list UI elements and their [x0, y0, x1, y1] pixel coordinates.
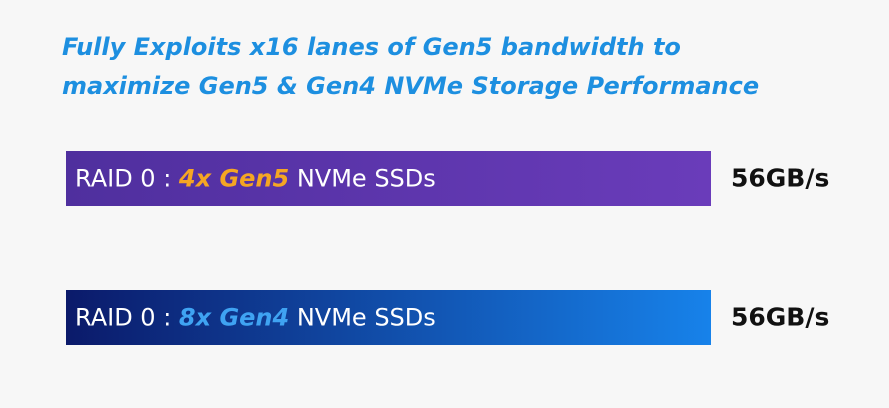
chart-title: Fully Exploits x16 lanes of Gen5 bandwid…: [62, 33, 681, 61]
category-label: RAID 0 : 8x Gen4 NVMe SSDs: [75, 304, 436, 332]
category-label: RAID 0 : 4x Gen5 NVMe SSDs: [75, 165, 436, 193]
value-label: 56GB/s: [731, 164, 829, 193]
bar: [66, 151, 711, 206]
bar: [66, 290, 711, 345]
value-label: 56GB/s: [731, 303, 829, 332]
chart-title: maximize Gen5 & Gen4 NVMe Storage Perfor…: [62, 72, 759, 100]
